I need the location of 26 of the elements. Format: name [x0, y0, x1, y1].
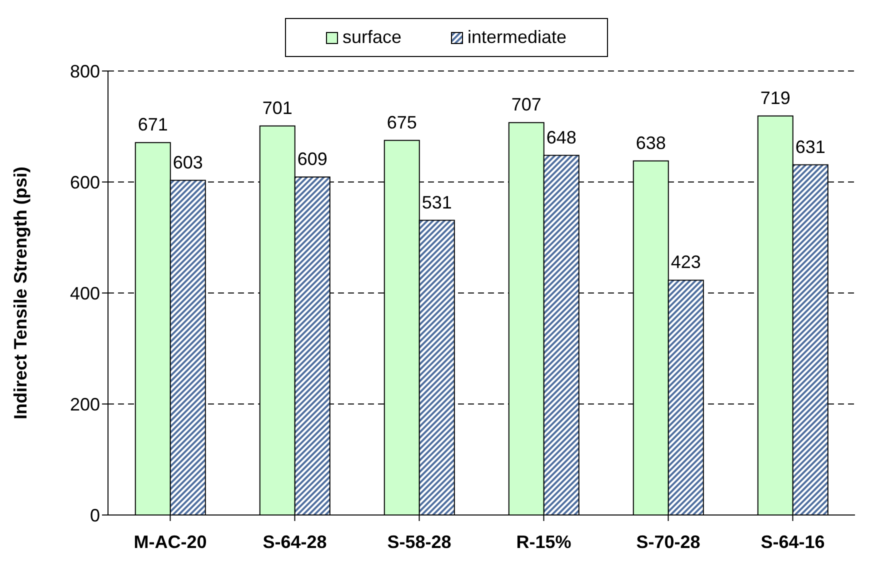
data-label: 671 — [138, 114, 168, 135]
y-axis-title: Indirect Tensile Strength (psi) — [10, 166, 30, 420]
x-tick-label: S-58-28 — [387, 532, 452, 552]
x-tick-label: S-64-28 — [262, 532, 327, 552]
x-tick-label: S-70-28 — [636, 532, 700, 552]
x-tick-label: M-AC-20 — [134, 532, 207, 552]
data-label: 423 — [670, 252, 701, 272]
data-label: 631 — [795, 136, 826, 157]
x-tick-label: S-64-16 — [760, 532, 825, 552]
data-label: 603 — [172, 152, 203, 172]
y-tick-label: 0 — [90, 505, 100, 526]
data-label: 648 — [546, 127, 576, 148]
legend-label: intermediate — [467, 27, 567, 48]
x-tick-label: R-15% — [516, 532, 572, 552]
y-tick-label: 600 — [70, 172, 100, 192]
data-label: 675 — [386, 112, 417, 132]
data-label: 609 — [297, 149, 328, 170]
data-label: 638 — [636, 132, 666, 153]
data-label: 707 — [511, 94, 542, 115]
data-label: 719 — [760, 88, 790, 108]
data-label: 531 — [422, 192, 452, 212]
y-tick-label: 400 — [70, 283, 100, 304]
y-tick-label: 800 — [70, 61, 100, 82]
y-tick-label: 200 — [70, 394, 100, 414]
data-label: 701 — [262, 98, 292, 118]
legend-label: surface — [342, 27, 402, 48]
